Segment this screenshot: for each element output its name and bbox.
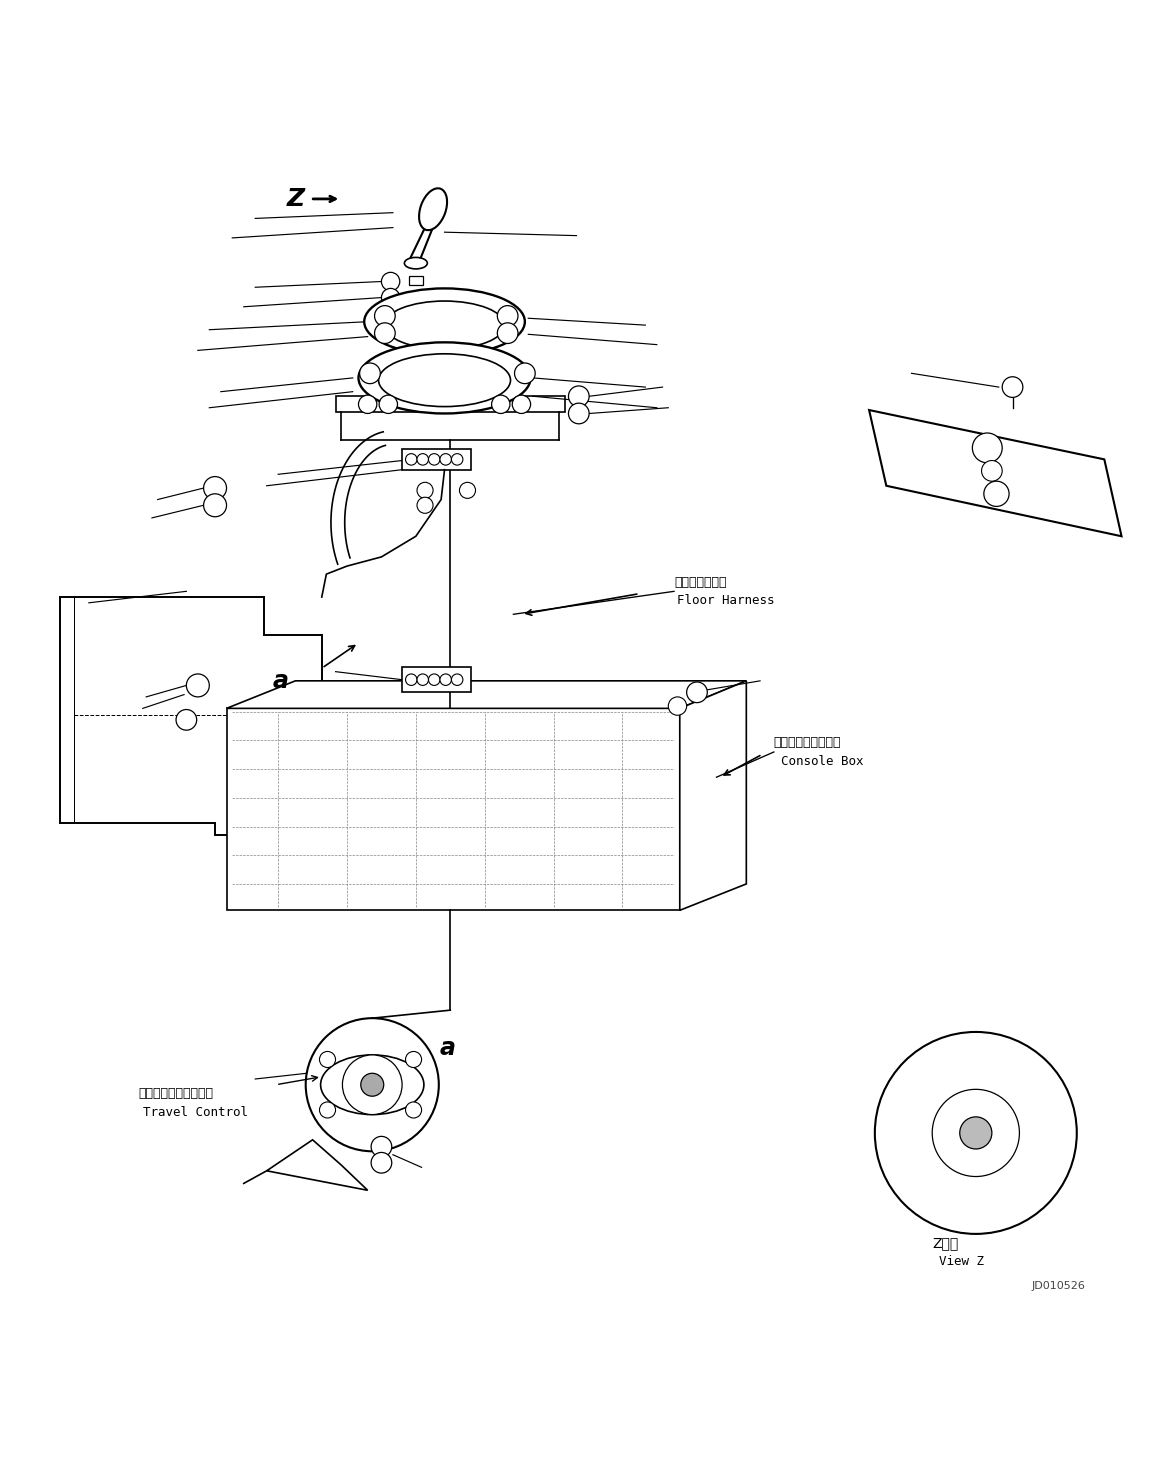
Circle shape bbox=[379, 395, 398, 413]
Ellipse shape bbox=[321, 1054, 424, 1115]
Circle shape bbox=[319, 1102, 336, 1118]
Polygon shape bbox=[266, 1140, 368, 1191]
Circle shape bbox=[306, 1017, 439, 1151]
Text: a: a bbox=[272, 669, 288, 693]
Ellipse shape bbox=[419, 188, 447, 230]
Polygon shape bbox=[680, 681, 746, 911]
Circle shape bbox=[981, 461, 1002, 481]
Circle shape bbox=[342, 1054, 402, 1115]
Circle shape bbox=[406, 1052, 422, 1068]
Circle shape bbox=[406, 674, 417, 686]
Circle shape bbox=[687, 681, 707, 702]
Circle shape bbox=[491, 395, 510, 413]
Circle shape bbox=[406, 453, 417, 465]
Ellipse shape bbox=[378, 354, 511, 407]
Circle shape bbox=[568, 403, 589, 424]
Circle shape bbox=[319, 1052, 336, 1068]
Ellipse shape bbox=[364, 289, 525, 355]
Circle shape bbox=[452, 674, 462, 686]
Circle shape bbox=[417, 453, 429, 465]
Circle shape bbox=[204, 493, 226, 517]
Circle shape bbox=[459, 483, 475, 499]
Text: Travel Control: Travel Control bbox=[143, 1106, 248, 1118]
Circle shape bbox=[972, 432, 1002, 464]
Text: View Z: View Z bbox=[939, 1254, 985, 1268]
Circle shape bbox=[176, 709, 197, 730]
Circle shape bbox=[361, 1074, 384, 1096]
Text: コンソールボックス: コンソールボックス bbox=[774, 736, 842, 749]
Circle shape bbox=[187, 674, 210, 698]
Bar bbox=[409, 275, 423, 284]
Circle shape bbox=[360, 363, 380, 384]
Circle shape bbox=[984, 481, 1009, 507]
Circle shape bbox=[417, 483, 434, 499]
Circle shape bbox=[497, 323, 518, 344]
Text: トラベルコントロール: トラベルコントロール bbox=[138, 1087, 213, 1100]
Circle shape bbox=[568, 387, 589, 407]
Bar bbox=[402, 449, 470, 469]
Bar bbox=[409, 292, 423, 301]
Circle shape bbox=[440, 674, 452, 686]
Circle shape bbox=[417, 674, 429, 686]
Text: Z　視: Z 視 bbox=[933, 1237, 958, 1250]
Text: Console Box: Console Box bbox=[781, 755, 864, 767]
Text: JD010526: JD010526 bbox=[1032, 1281, 1085, 1290]
Circle shape bbox=[429, 453, 440, 465]
Polygon shape bbox=[60, 597, 322, 835]
Circle shape bbox=[875, 1032, 1077, 1234]
Polygon shape bbox=[226, 681, 746, 708]
Circle shape bbox=[933, 1090, 1019, 1176]
Circle shape bbox=[417, 498, 434, 514]
Circle shape bbox=[382, 273, 400, 290]
Text: Floor Harness: Floor Harness bbox=[678, 594, 775, 607]
Polygon shape bbox=[336, 397, 565, 412]
Ellipse shape bbox=[405, 258, 428, 270]
Circle shape bbox=[375, 323, 395, 344]
Circle shape bbox=[375, 305, 395, 326]
Text: Z: Z bbox=[286, 187, 304, 210]
Circle shape bbox=[382, 289, 400, 307]
Polygon shape bbox=[226, 708, 680, 911]
Circle shape bbox=[371, 1136, 392, 1157]
Bar bbox=[402, 666, 470, 692]
Circle shape bbox=[1002, 376, 1023, 397]
Circle shape bbox=[497, 305, 518, 326]
Circle shape bbox=[669, 698, 687, 715]
Circle shape bbox=[514, 363, 535, 384]
Circle shape bbox=[406, 1102, 422, 1118]
Circle shape bbox=[512, 395, 530, 413]
Circle shape bbox=[204, 477, 226, 499]
Circle shape bbox=[959, 1117, 992, 1149]
Circle shape bbox=[452, 453, 462, 465]
Text: a: a bbox=[440, 1037, 455, 1060]
Ellipse shape bbox=[359, 342, 530, 413]
Circle shape bbox=[429, 674, 440, 686]
Circle shape bbox=[440, 453, 452, 465]
Circle shape bbox=[371, 1152, 392, 1173]
Circle shape bbox=[359, 395, 377, 413]
Text: フロアハーネス: フロアハーネス bbox=[675, 576, 726, 588]
Polygon shape bbox=[869, 410, 1122, 536]
Ellipse shape bbox=[384, 301, 505, 350]
